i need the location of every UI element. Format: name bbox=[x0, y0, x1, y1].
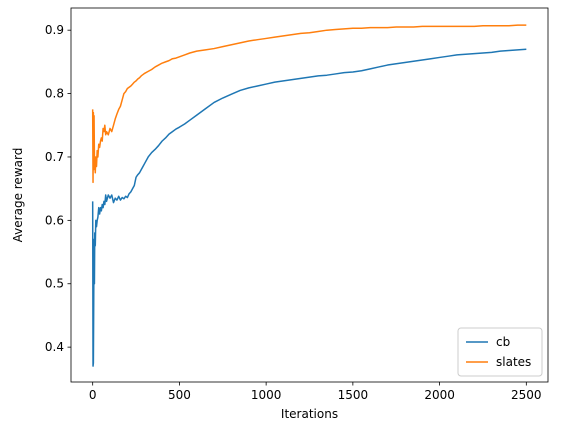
y-tick-label: 0.8 bbox=[45, 87, 64, 101]
x-tick-label: 0 bbox=[89, 388, 97, 402]
x-axis-ticks: 0 500 1000 1500 2000 2500 bbox=[89, 382, 542, 402]
x-tick-label: 500 bbox=[168, 388, 191, 402]
plot-lines bbox=[91, 24, 527, 367]
y-tick-label: 0.4 bbox=[45, 340, 64, 354]
x-tick-label: 2000 bbox=[424, 388, 455, 402]
x-tick-label: 1500 bbox=[338, 388, 369, 402]
legend-label-cb: cb bbox=[496, 335, 510, 349]
x-axis-label: Iterations bbox=[281, 407, 338, 421]
series-line-slates bbox=[91, 24, 527, 184]
y-axis-ticks: 0.4 0.5 0.6 0.7 0.8 0.9 bbox=[45, 23, 71, 354]
legend-box bbox=[457, 327, 543, 377]
y-tick-label: 0.5 bbox=[45, 277, 64, 291]
legend: cb slates bbox=[457, 327, 543, 377]
y-axis-label: Average reward bbox=[11, 148, 25, 243]
plot-frame bbox=[70, 7, 549, 383]
y-tick-label: 0.7 bbox=[45, 150, 64, 164]
y-tick-label: 0.6 bbox=[45, 213, 64, 227]
x-tick-label: 1000 bbox=[251, 388, 282, 402]
x-tick-label: 2500 bbox=[511, 388, 542, 402]
y-tick-label: 0.9 bbox=[45, 23, 64, 37]
legend-label-slates: slates bbox=[496, 355, 531, 369]
series-line-cb bbox=[91, 48, 527, 367]
